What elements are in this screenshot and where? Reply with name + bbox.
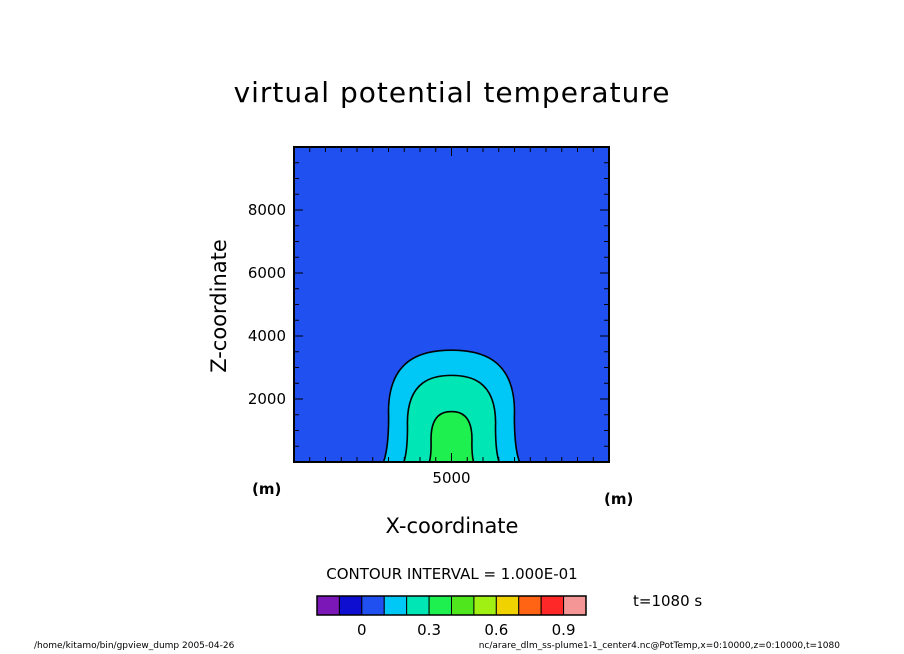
colorbar-swatch-6 [428, 595, 453, 616]
colorbar-swatch-2 [338, 595, 363, 616]
colorbar-label-0.9: 0.9 [552, 621, 576, 639]
colorbar-frame [316, 595, 587, 616]
contour-interval-label: CONTOUR INTERVAL = 1.000E-01 [326, 565, 578, 583]
colorbar-swatch-4 [383, 595, 408, 616]
time-label: t=1080 s [633, 592, 703, 610]
footer-left: /home/kitamo/bin/gpview_dump 2005-04-26 [34, 641, 235, 651]
colorbar-swatch-9 [495, 595, 520, 616]
x-tick-label-5000: 5000 [432, 469, 470, 487]
colorbar-label-0.3: 0.3 [417, 621, 441, 639]
colorbar-swatch-12 [563, 595, 587, 616]
contour-region-3 [428, 410, 475, 463]
x-unit-label: (m) [252, 480, 282, 498]
y-tick-label-6000: 6000 [248, 264, 286, 282]
colorbar-swatch-5 [406, 595, 430, 616]
y-tick-label-8000: 8000 [248, 201, 286, 219]
colorbar-swatch-10 [518, 595, 542, 616]
colorbar-label-0.6: 0.6 [484, 621, 508, 639]
colorbar-swatch-1 [316, 595, 340, 616]
footer-right: nc/arare_dlm_ss-plume1-1_center4.nc@PotT… [478, 641, 840, 651]
y-tick-label-2000: 2000 [248, 390, 286, 408]
colorbar-swatch-7 [451, 595, 475, 616]
colorbar-swatch-8 [473, 595, 497, 616]
colorbar-swatch-11 [540, 595, 565, 616]
y-tick-label-4000: 4000 [248, 327, 286, 345]
chart-title: virtual potential temperature [233, 76, 671, 109]
x-axis-label: X-coordinate [385, 514, 519, 538]
z-unit-label: (m) [604, 490, 634, 508]
colorbar-label-0: 0 [357, 621, 367, 639]
colorbar-swatch-3 [361, 595, 385, 616]
